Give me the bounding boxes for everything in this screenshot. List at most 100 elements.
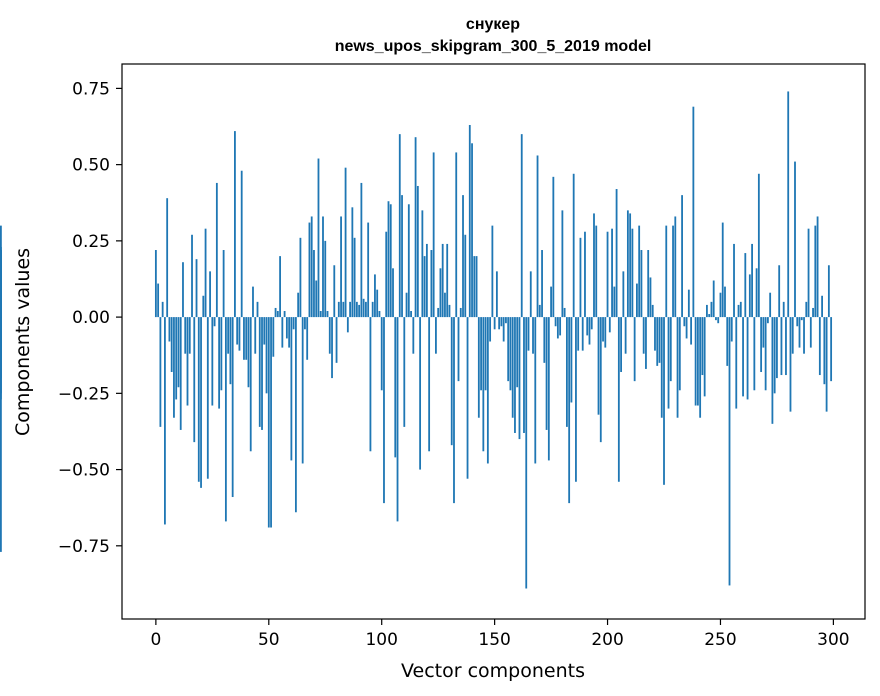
bar-199 (604, 317, 607, 348)
bar-26 (213, 317, 216, 327)
x-tick-label: 250 (704, 630, 736, 650)
bar-202 (611, 228, 613, 318)
bar-21 (202, 295, 205, 318)
bar-132 (453, 317, 455, 504)
bar-28 (218, 317, 221, 409)
bar-275 (776, 317, 778, 379)
bar-23 (206, 317, 209, 479)
bar-77 (328, 317, 331, 354)
bar-102 (385, 231, 388, 318)
x-tick-label: 100 (365, 630, 397, 650)
bar-230 (674, 216, 677, 318)
bar-127 (441, 243, 444, 318)
bar-0 (154, 250, 157, 318)
bar-4 (164, 317, 166, 525)
bar-167 (532, 317, 534, 354)
bar-258 (737, 304, 740, 318)
bar-120 (425, 243, 428, 318)
x-tick-label: 150 (478, 630, 510, 650)
bar-220 (651, 304, 654, 318)
bar-31 (224, 317, 227, 522)
bar-270 (764, 317, 767, 391)
bar-195 (595, 225, 598, 318)
bar-104 (389, 204, 392, 318)
bar-85 (346, 317, 349, 333)
bar-112 (407, 204, 410, 318)
bar-141 (473, 256, 476, 318)
bar-151 (495, 271, 498, 318)
bar-204 (615, 189, 618, 318)
bar-94 (367, 222, 370, 318)
y-axis-label: Components values (12, 248, 34, 436)
bar-133 (455, 152, 458, 318)
bar-54 (276, 311, 279, 318)
bar-168 (534, 317, 537, 464)
bar-291 (812, 307, 814, 318)
bar-274 (773, 317, 776, 394)
bar-218 (647, 250, 650, 318)
bar-198 (602, 317, 604, 342)
bar-110 (403, 317, 406, 427)
bar-285 (798, 317, 801, 348)
bar-42 (249, 317, 252, 452)
bar-233 (681, 195, 683, 318)
bar-211 (631, 228, 634, 318)
bar-75 (324, 240, 327, 318)
bar-232 (678, 317, 681, 391)
bar-279 (785, 317, 787, 376)
bar-87 (351, 207, 354, 318)
bar-128 (444, 292, 446, 318)
bar-95 (369, 317, 372, 452)
bar-18 (195, 259, 198, 318)
bar-73 (319, 311, 322, 318)
bar-47 (261, 317, 263, 430)
bar-157 (509, 317, 512, 391)
bar-130 (448, 304, 451, 318)
bar-51 (270, 317, 272, 528)
bar-191 (586, 317, 589, 336)
bar-22 (204, 228, 207, 318)
bar-238 (692, 106, 695, 318)
bar-158 (511, 317, 514, 418)
bar-260 (742, 317, 744, 397)
bar-30 (222, 250, 225, 318)
bar-115 (414, 137, 417, 318)
bar-280 (787, 91, 790, 318)
bar-171 (541, 250, 543, 318)
bar-20 (200, 317, 202, 488)
bar-150 (493, 317, 496, 330)
bar-294 (818, 317, 821, 376)
bar-74 (322, 216, 324, 318)
bar-217 (645, 317, 647, 369)
bar-55 (279, 256, 281, 318)
bar-176 (552, 176, 555, 318)
chart-title: снукер (466, 16, 520, 33)
chart-subtitle: news_upos_skipgram_300_5_2019 model (335, 38, 652, 55)
bar-207 (622, 271, 625, 318)
bar-46 (258, 317, 261, 427)
bar-16 (191, 234, 193, 318)
bar-269 (762, 317, 765, 348)
bar-186 (575, 317, 577, 482)
bar-156 (507, 317, 510, 382)
y-axis: 0.75 0.50 0.25 0.00 −0.25 −0.50 −0.75 (58, 79, 122, 557)
bar-125 (437, 307, 440, 318)
bar-172 (543, 317, 546, 363)
plot-frame (121, 63, 866, 620)
bar-185 (572, 173, 575, 318)
bar-173 (545, 317, 548, 430)
bar-62 (294, 317, 297, 513)
bar-166 (529, 271, 532, 318)
bar-228 (669, 317, 672, 382)
bar-48 (263, 317, 266, 345)
bar-5 (166, 198, 169, 318)
bar-6 (168, 317, 171, 342)
x-tick-label: 50 (258, 630, 280, 650)
bar-184 (570, 317, 573, 403)
bar-107 (396, 317, 399, 522)
x-tick-label: 0 (150, 630, 161, 650)
x-axis: 0 50 100 150 200 250 300 (150, 619, 850, 650)
bar-296 (823, 317, 826, 385)
